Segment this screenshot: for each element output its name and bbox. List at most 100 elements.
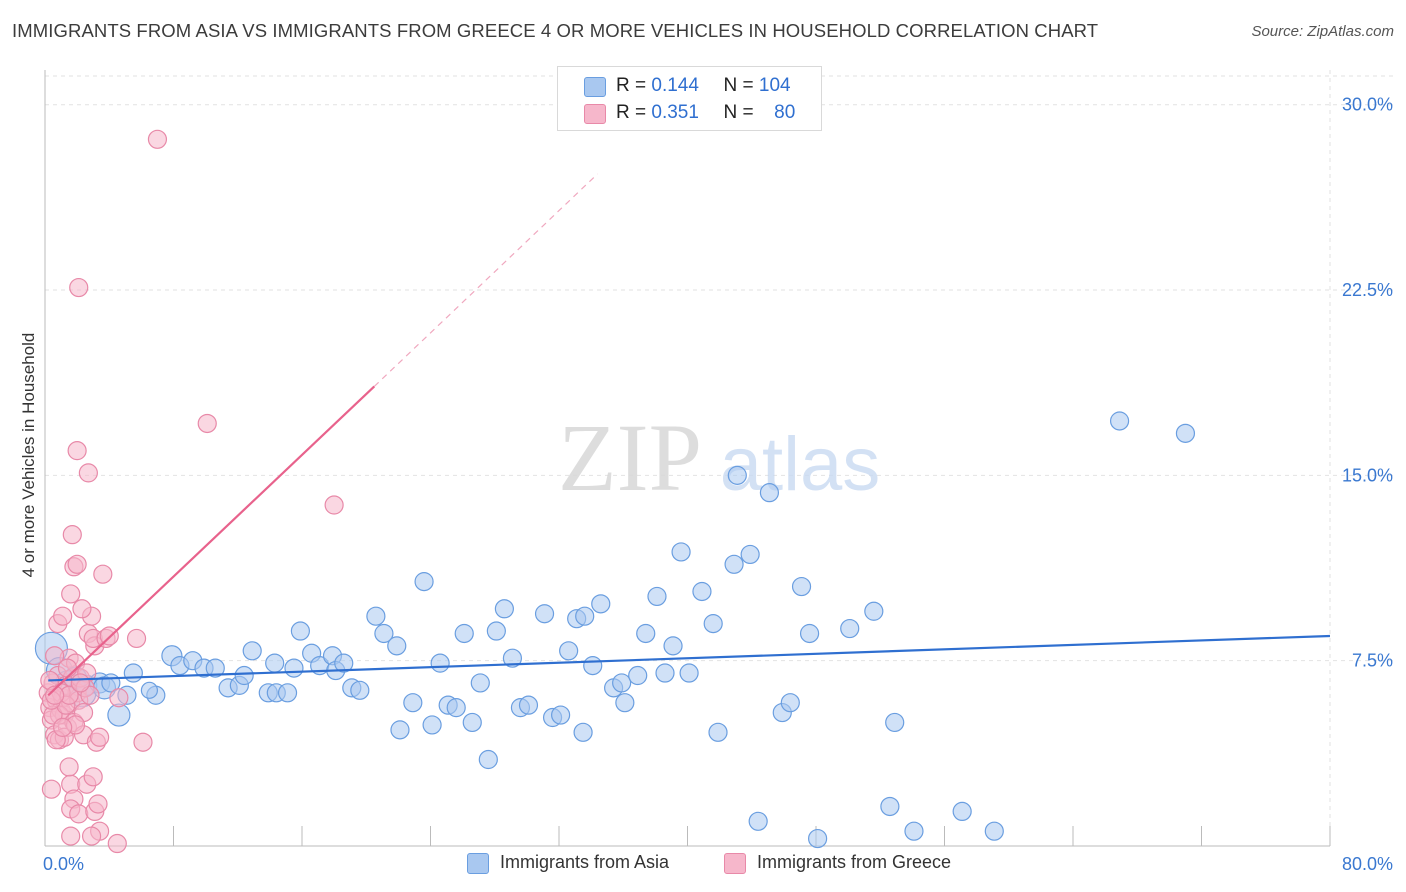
greece-swatch: [584, 104, 606, 124]
asia-r-label: R =: [616, 75, 647, 96]
asia-n-value: 104: [758, 75, 791, 96]
asia-point: [422, 715, 442, 735]
asia-point: [759, 483, 780, 503]
y-tick-label: 30.0%: [1342, 95, 1393, 115]
greece-point: [147, 129, 168, 149]
y-tick-label: 22.5%: [1342, 280, 1393, 300]
tick-labels: 7.5% 15.0% 22.5% 30.0% 0.0% 80.0%: [43, 95, 1393, 874]
asia-point: [374, 623, 394, 644]
greece-point: [67, 554, 87, 574]
greece-point: [107, 833, 127, 854]
asia-point: [583, 656, 603, 676]
asia-point: [692, 581, 712, 602]
asia-legend-swatch: [467, 853, 489, 874]
greece-point: [93, 564, 113, 584]
asia-point: [414, 572, 434, 592]
asia-point: [403, 693, 423, 713]
asia-point: [284, 658, 304, 678]
asia-point: [628, 665, 648, 686]
greece-point: [61, 584, 81, 604]
asia-point: [140, 681, 159, 699]
greece-point: [69, 804, 89, 824]
asia-point: [671, 542, 691, 562]
asia-point: [551, 705, 571, 725]
trend-lines: [47, 173, 1331, 697]
watermark-zip: ZIP: [558, 404, 702, 511]
asia-point: [470, 673, 490, 693]
asia-point: [708, 722, 728, 742]
greece-trend-extension: [373, 173, 598, 387]
asia-point: [780, 693, 800, 713]
asia-point: [880, 796, 900, 817]
greece-point: [324, 495, 344, 515]
asia-point: [242, 641, 262, 661]
asia-point: [387, 636, 407, 656]
asia-point: [334, 653, 354, 673]
greece-point: [45, 646, 65, 666]
asia-point: [615, 693, 635, 713]
asia-point: [430, 653, 450, 673]
chart-title: IMMIGRANTS FROM ASIA VS IMMIGRANTS FROM …: [12, 20, 1099, 41]
greece-point: [133, 732, 153, 752]
asia-point: [724, 554, 744, 574]
greece-point: [53, 606, 73, 626]
greece-point: [90, 727, 110, 747]
asia-point: [123, 663, 143, 683]
asia-point: [277, 683, 298, 703]
greece-point: [78, 463, 98, 483]
greece-point: [72, 599, 92, 619]
asia-point: [205, 658, 225, 678]
asia-point: [885, 712, 905, 733]
asia-point: [478, 749, 498, 770]
greece-trend-line: [47, 385, 376, 697]
asia-point: [727, 465, 747, 485]
greece-point: [62, 525, 82, 545]
greece-point: [61, 826, 81, 846]
source-credit: Source: ZipAtlas.com: [1251, 23, 1394, 40]
asia-point: [573, 722, 593, 742]
asia-point: [1175, 423, 1196, 443]
greece-point: [70, 673, 90, 693]
greece-point: [109, 688, 129, 708]
asia-point: [612, 673, 632, 693]
greece-legend-swatch: [724, 853, 746, 874]
asia-point: [1109, 411, 1130, 431]
greece-point: [41, 779, 62, 799]
greece-point: [81, 826, 102, 846]
asia-trend-line: [48, 634, 1331, 682]
asia-point: [791, 576, 812, 597]
asia-point: [454, 623, 474, 644]
asia-point: [502, 648, 523, 668]
greece-r-value: 0.351: [651, 102, 699, 123]
asia-point: [740, 544, 760, 565]
asia-point: [350, 680, 370, 700]
asia-point: [366, 606, 386, 626]
asia-point: [446, 698, 466, 718]
greece-n-value: 80: [774, 102, 796, 123]
asia-point: [904, 821, 924, 841]
greece-r-label: R =: [616, 102, 647, 123]
asia-point: [486, 621, 506, 641]
asia-point: [748, 811, 768, 831]
asia-point: [679, 663, 699, 683]
asia-point: [559, 641, 579, 661]
asia-point: [234, 665, 254, 686]
correlation-legend: R = 0.144 N = 104 R = 0.351 N = 80: [557, 66, 822, 131]
series-legend: Immigrants from Asia Immigrants from Gre…: [0, 851, 1406, 877]
greece-point: [88, 794, 108, 814]
asia-point: [290, 621, 310, 641]
series-asia-points: [34, 411, 1196, 849]
greece-n-label: N =: [723, 102, 754, 123]
x-tick-label: 0.0%: [43, 854, 84, 874]
asia-point: [518, 695, 539, 715]
asia-point: [462, 712, 482, 733]
asia-point: [808, 828, 828, 849]
asia-point: [390, 720, 410, 740]
greece-point: [59, 757, 79, 777]
watermark-atlas: atlas: [720, 422, 881, 507]
asia-point: [636, 623, 656, 644]
asia-point: [647, 586, 667, 607]
asia-swatch: [584, 77, 606, 97]
asia-point: [591, 594, 611, 614]
